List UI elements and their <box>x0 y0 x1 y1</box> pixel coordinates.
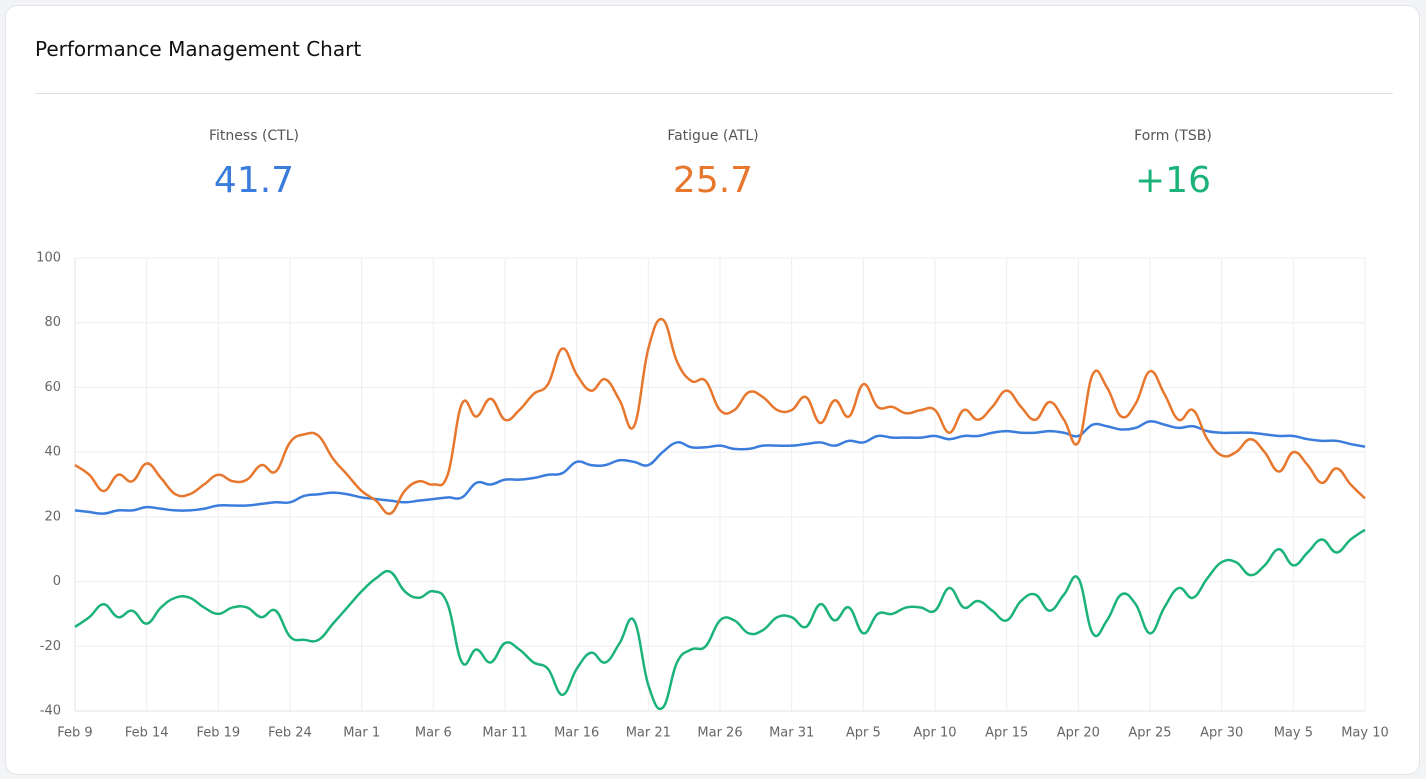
x-tick-label: Mar 26 <box>697 726 742 741</box>
x-tick-label: Apr 10 <box>913 726 956 741</box>
y-tick-label: 80 <box>44 315 61 330</box>
stat-value: 25.7 <box>672 160 754 201</box>
x-tick-label: Feb 14 <box>125 726 169 741</box>
y-tick-label: 0 <box>53 574 61 589</box>
stat-value: 41.7 <box>213 160 295 201</box>
series-line <box>74 420 1366 515</box>
x-tick-label: Mar 6 <box>415 726 452 741</box>
x-tick-label: Feb 9 <box>57 726 92 741</box>
stat-value: +16 <box>1135 160 1211 201</box>
card-title: Performance Management Chart <box>35 37 362 61</box>
stat: Fatigue (ATL) 25.7 <box>563 128 863 201</box>
x-tick-label: Mar 1 <box>343 726 380 741</box>
x-tick-label: Apr 30 <box>1200 726 1243 741</box>
x-tick-label: Mar 31 <box>769 726 814 741</box>
x-tick-label: Apr 15 <box>985 726 1028 741</box>
x-tick-label: Mar 21 <box>626 726 671 741</box>
y-tick-label: 20 <box>44 509 61 524</box>
y-tick-label: -20 <box>40 639 61 654</box>
x-tick-label: Feb 24 <box>268 726 312 741</box>
stat-label: Fatigue (ATL) <box>667 128 759 144</box>
y-tick-label: -40 <box>40 704 61 719</box>
stat: Fitness (CTL) 41.7 <box>104 128 404 201</box>
x-tick-label: Mar 16 <box>554 726 599 741</box>
y-tick-label: 60 <box>44 380 61 395</box>
series-line <box>74 528 1366 711</box>
x-tick-label: Apr 25 <box>1128 726 1171 741</box>
stat: Form (TSB) +16 <box>1023 128 1323 201</box>
x-tick-label: May 5 <box>1274 726 1313 741</box>
stat-label: Fitness (CTL) <box>209 128 299 144</box>
x-tick-label: Feb 19 <box>196 726 240 741</box>
stat-label: Form (TSB) <box>1134 128 1212 144</box>
divider <box>35 93 1393 94</box>
x-tick-label: Apr 20 <box>1057 726 1100 741</box>
series-line <box>74 317 1366 516</box>
y-tick-label: 100 <box>36 251 61 266</box>
x-tick-label: May 10 <box>1341 726 1389 741</box>
x-tick-label: Mar 11 <box>482 726 527 741</box>
y-tick-label: 40 <box>44 445 61 460</box>
x-tick-label: Apr 5 <box>846 726 881 741</box>
